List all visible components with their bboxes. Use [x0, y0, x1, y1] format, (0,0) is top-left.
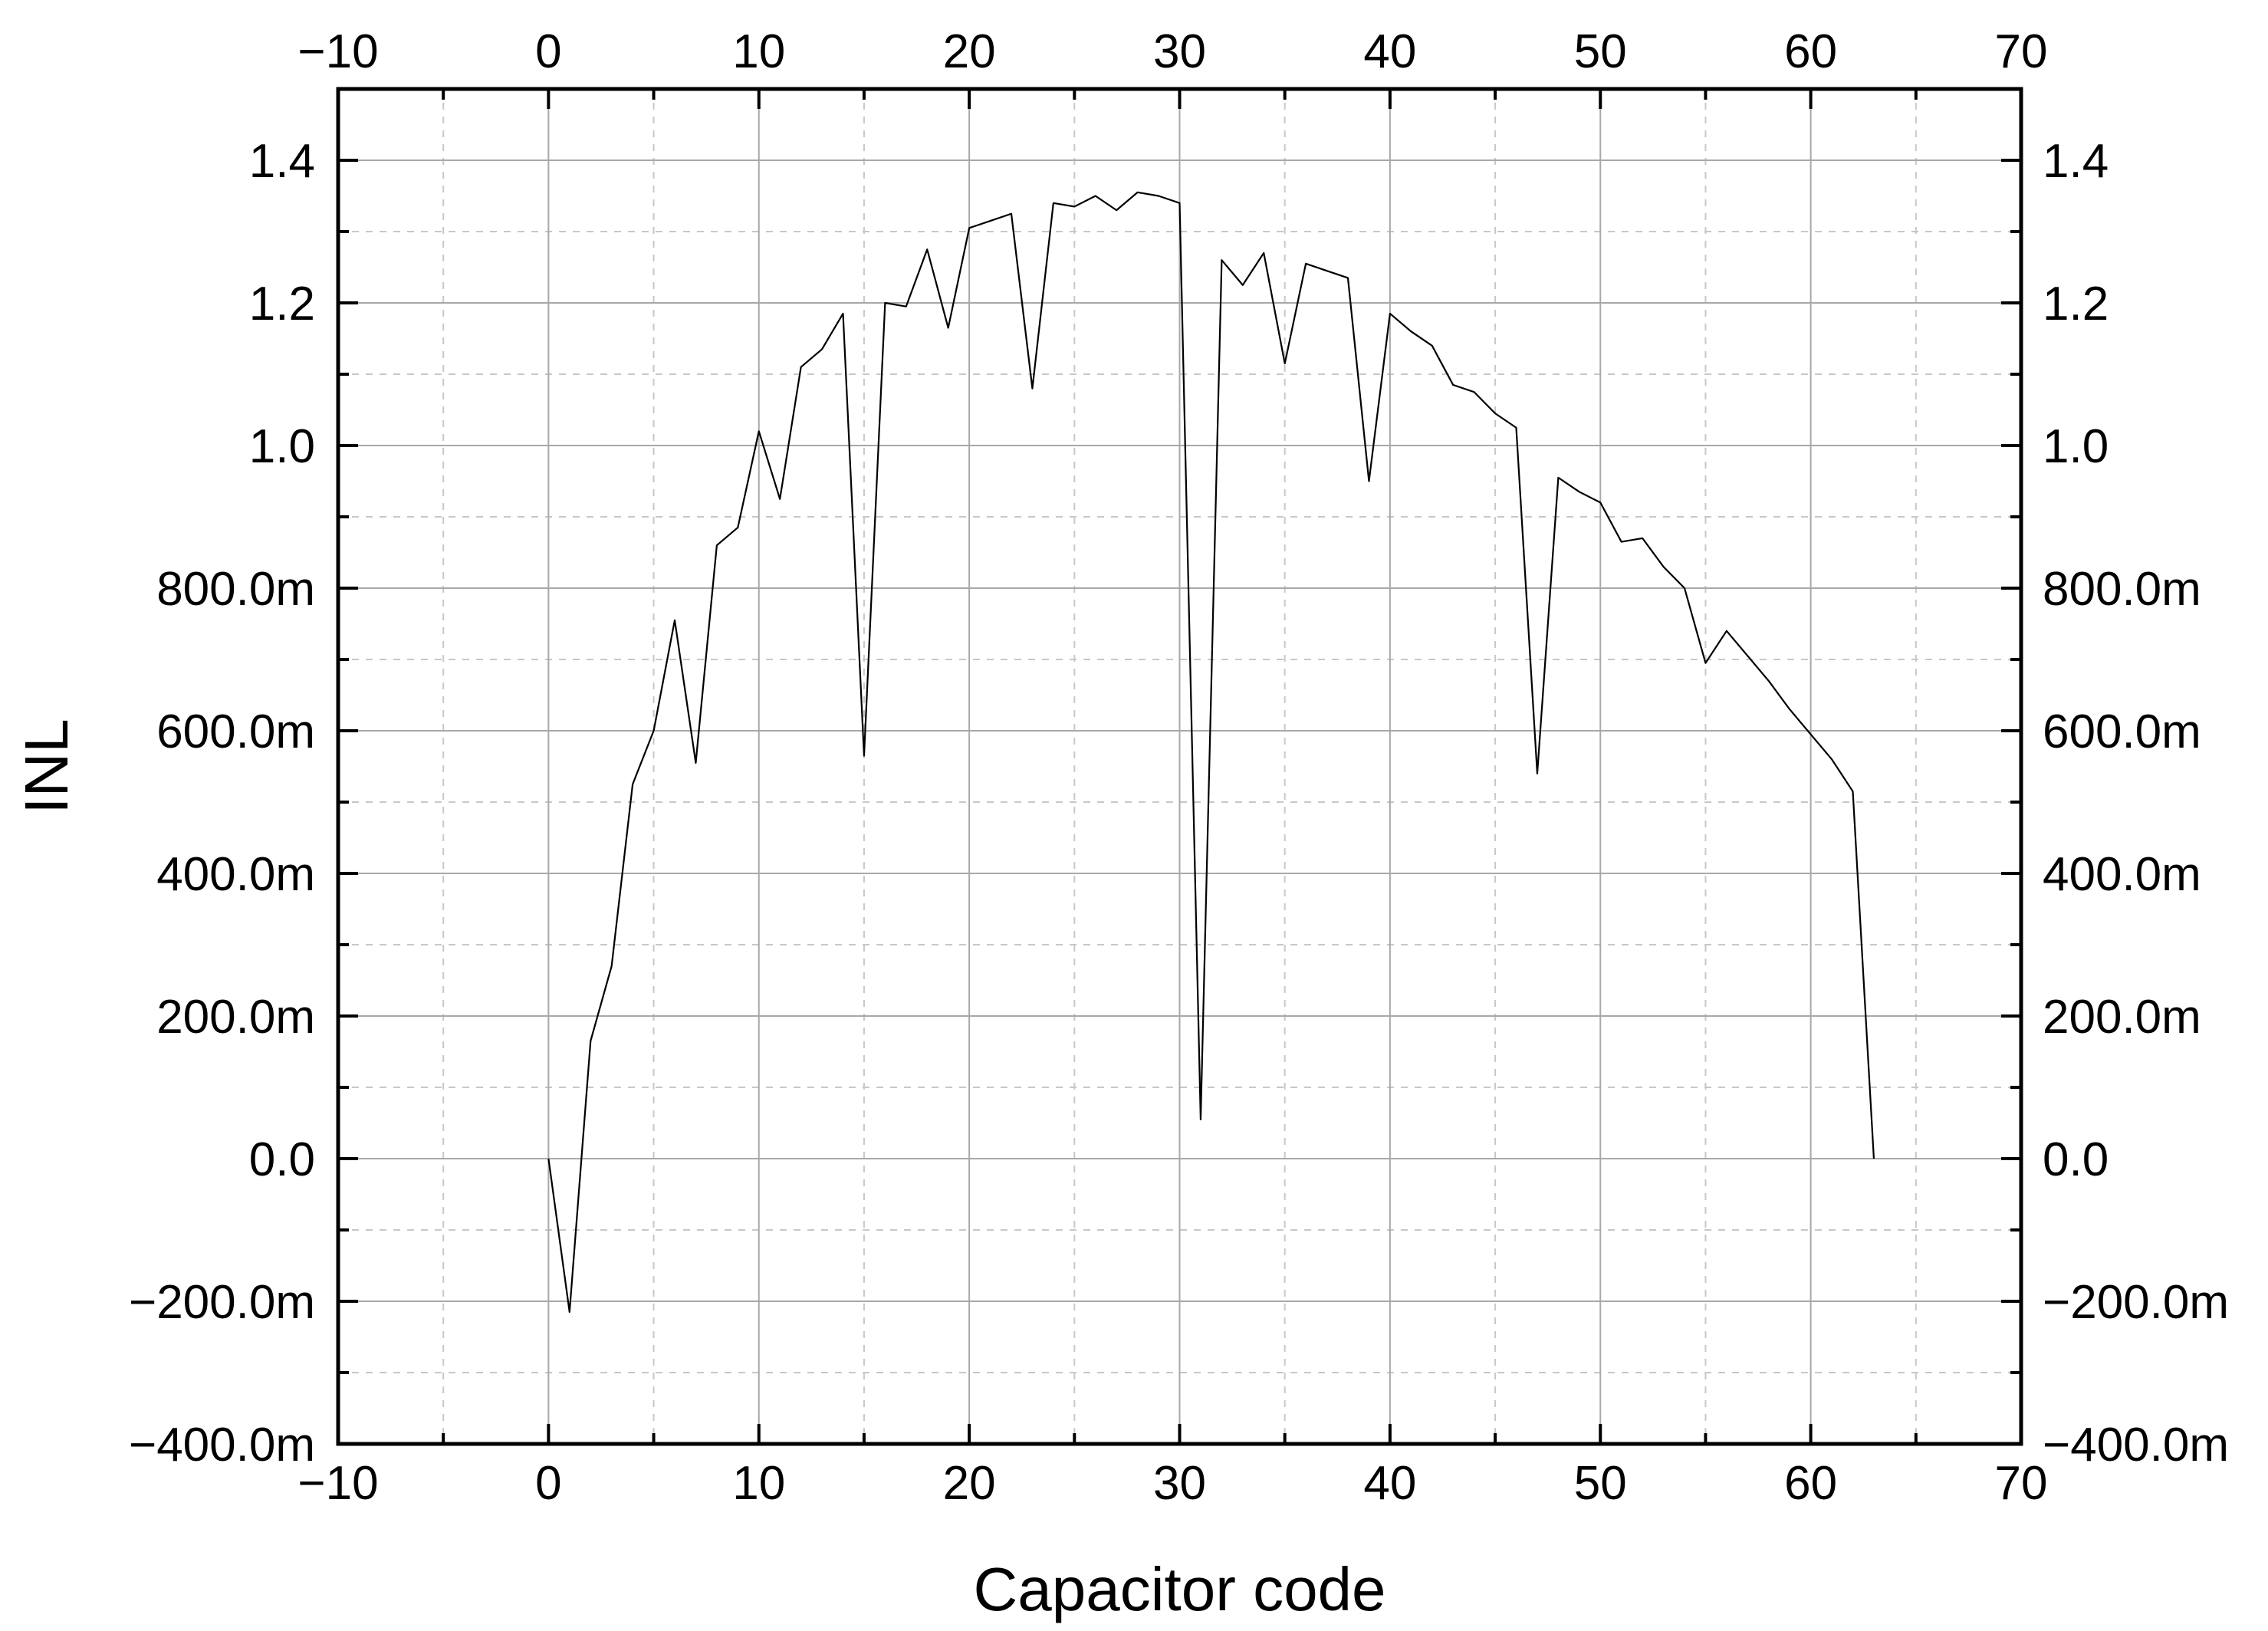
x-tick-label-bottom: −10: [297, 1457, 378, 1510]
x-tick-label-bottom: 50: [1574, 1457, 1627, 1510]
x-tick-label-bottom: 0: [535, 1457, 561, 1510]
x-tick-label-top: 60: [1784, 25, 1837, 78]
x-tick-label-bottom: 70: [1995, 1457, 2048, 1510]
y-tick-label-left: 200.0m: [156, 991, 315, 1044]
y-tick-label-left: 800.0m: [156, 563, 315, 616]
y-tick-label-right: 200.0m: [2043, 991, 2201, 1044]
y-tick-label-left: 400.0m: [156, 848, 315, 901]
series-layer: [547, 191, 1875, 1314]
y-tick-label-left: 1.0: [249, 420, 315, 473]
y-tick-label-left: −200.0m: [129, 1276, 315, 1329]
y-tick-label-left: −400.0m: [129, 1419, 315, 1472]
y-axis-label: INL: [12, 718, 81, 814]
x-tick-label-top: 20: [943, 25, 996, 78]
x-tick-label-top: 40: [1363, 25, 1416, 78]
x-tick-label-bottom: 60: [1784, 1457, 1837, 1510]
x-tick-label-top: 10: [732, 25, 785, 78]
y-tick-label-left: 1.2: [249, 278, 315, 330]
y-tick-label-left: 600.0m: [156, 705, 315, 758]
inl-series-line: [547, 191, 1875, 1314]
x-tick-label-top: 30: [1153, 25, 1206, 78]
x-tick-label-top: −10: [297, 25, 378, 78]
x-axis-label: Capacitor code: [973, 1555, 1385, 1623]
y-tick-label-right: 800.0m: [2043, 563, 2201, 616]
plot-frame: [336, 87, 2023, 1446]
y-tick-label-right: 1.0: [2043, 420, 2109, 473]
x-tick-label-bottom: 40: [1363, 1457, 1416, 1510]
y-tick-label-right: 400.0m: [2043, 848, 2201, 901]
y-tick-label-right: 1.4: [2043, 135, 2109, 188]
y-tick-label-right: 600.0m: [2043, 705, 2201, 758]
y-tick-label-left: 0.0: [249, 1133, 315, 1186]
y-tick-label-left: 1.4: [249, 135, 315, 188]
y-tick-label-right: −200.0m: [2043, 1276, 2229, 1329]
x-tick-label-bottom: 30: [1153, 1457, 1206, 1510]
y-tick-label-right: −400.0m: [2043, 1419, 2229, 1472]
axis-tick-labels: −10−10001010202030304040505060607070−400…: [129, 25, 2229, 1510]
x-tick-label-top: 70: [1995, 25, 2048, 78]
x-tick-label-top: 50: [1574, 25, 1627, 78]
major-gridlines: [338, 89, 2021, 1444]
x-tick-label-bottom: 20: [943, 1457, 996, 1510]
x-tick-label-top: 0: [535, 25, 561, 78]
y-tick-label-right: 1.2: [2043, 278, 2109, 330]
x-tick-label-bottom: 10: [732, 1457, 785, 1510]
y-tick-label-right: 0.0: [2043, 1133, 2109, 1186]
